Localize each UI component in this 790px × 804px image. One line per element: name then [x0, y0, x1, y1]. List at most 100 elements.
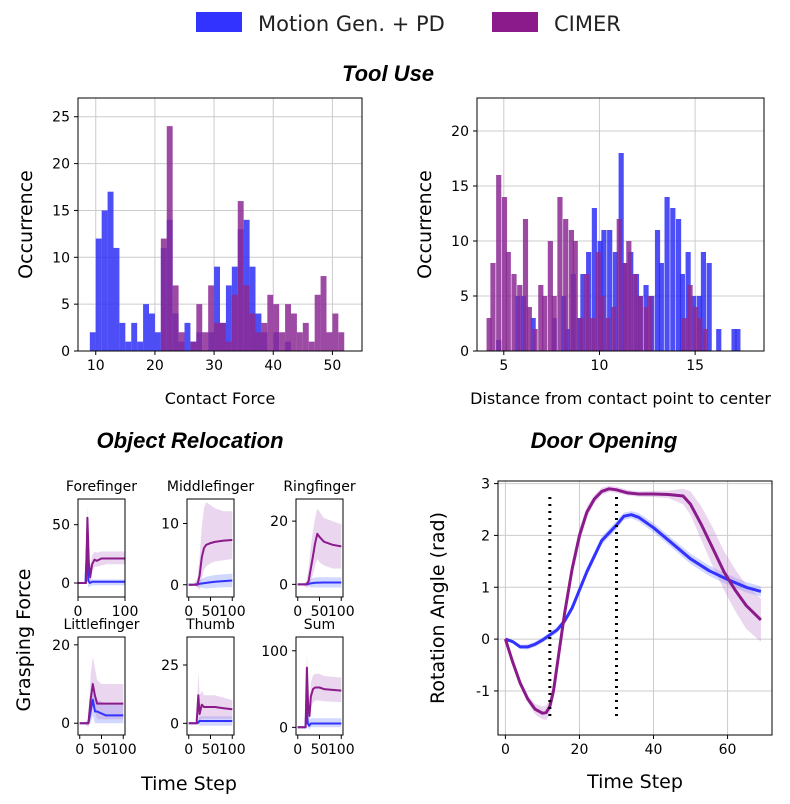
y-tick-label: 50 — [52, 518, 70, 534]
cimer-bar — [314, 294, 321, 351]
x-tick-label: 30 — [205, 358, 223, 374]
x-tick-label: 50 — [202, 604, 220, 620]
cimer-bar — [563, 219, 569, 351]
cimer-bar — [196, 304, 203, 351]
y-tick-label: 100 — [261, 644, 288, 660]
y-tick-label: 0 — [61, 576, 70, 592]
x-tick-label: 0 — [75, 742, 84, 758]
cimer-bar — [605, 318, 611, 351]
x-tick-label: 50 — [324, 358, 342, 374]
cimer-bar — [637, 296, 643, 351]
cimer-bar — [261, 322, 268, 351]
relocation-middlefinger-plot: 0 50 100 0 10 Middlefinger — [161, 479, 254, 620]
cimer-bar — [496, 175, 502, 351]
x-tick-label: 100 — [110, 742, 137, 758]
plot-frame — [497, 480, 773, 736]
x-tick-label: 0 — [501, 742, 510, 758]
y-axis-label: Occurrence — [15, 170, 37, 279]
relocation-littlefinger-plot: 0 50 100 0 20 Littlefinger — [52, 617, 140, 758]
cimer-bar — [517, 285, 523, 351]
cimer-bar — [302, 322, 309, 351]
section-title-tool-use: Tool Use — [342, 61, 434, 86]
cimer-bar — [320, 276, 327, 351]
baseline-bar — [580, 274, 586, 351]
baseline-bar — [700, 252, 707, 351]
cimer-bar — [542, 296, 548, 351]
cimer-bar — [225, 341, 232, 351]
baseline-bar — [658, 263, 664, 351]
baseline-bar — [654, 230, 661, 351]
y-tick-label: 10 — [451, 234, 469, 250]
y-tick-label: 5 — [61, 297, 70, 313]
x-tick-label: 0 — [184, 742, 193, 758]
cimer-bar — [291, 313, 297, 351]
x-tick-label: 50 — [311, 604, 329, 620]
x-tick-label: 15 — [686, 358, 704, 374]
section-title-door-opening: Door Opening — [531, 428, 678, 453]
cimer-bar — [572, 241, 578, 351]
x-tick-label: 5 — [499, 358, 508, 374]
relocation-xlabel: Time Step — [140, 773, 237, 795]
cimer-bar — [267, 294, 274, 351]
x-tick-label: 60 — [719, 742, 737, 758]
y-tick-label: 5 — [460, 289, 469, 305]
y-tick-label: 10 — [161, 517, 179, 533]
cimer-band — [188, 672, 233, 724]
baseline-bar — [706, 263, 712, 351]
cimer-bar — [178, 332, 185, 351]
y-tick-label: 15 — [451, 179, 469, 195]
cimer-bar — [160, 238, 167, 351]
baseline-bar — [731, 329, 737, 351]
plot-area — [503, 485, 762, 720]
subplot-title: Middlefinger — [167, 479, 254, 495]
legend-label-baseline: Motion Gen. + PD — [258, 12, 445, 36]
cimer-line — [79, 683, 124, 725]
subplot-title: Forefinger — [66, 479, 137, 495]
cimer-band — [297, 508, 342, 588]
cimer-bar — [647, 296, 653, 351]
cimer-bar — [237, 201, 244, 351]
x-tick-label: 20 — [146, 358, 164, 374]
baseline-bar — [612, 252, 619, 351]
cimer-bar — [568, 230, 575, 351]
baseline-band — [297, 692, 342, 730]
y-tick-label: 0 — [61, 716, 70, 732]
y-tick-label: 0 — [170, 578, 179, 594]
cimer-bar — [208, 285, 215, 351]
cimer-bar — [285, 304, 291, 351]
cimer-bar — [202, 332, 209, 351]
cimer-bar — [693, 307, 699, 351]
plot-area — [78, 506, 125, 588]
x-tick-label: 20 — [571, 742, 589, 758]
baseline-bar — [716, 329, 722, 351]
plot-area — [188, 502, 233, 590]
cimer-bar — [557, 197, 563, 351]
cimer-bar — [190, 341, 197, 351]
cimer-bar — [687, 285, 693, 351]
relocation-forefinger-plot: 0 100 0 50 Forefinger — [52, 479, 138, 620]
baseline-bar — [607, 230, 613, 351]
y-tick-label: 20 — [52, 638, 70, 654]
cimer-band — [505, 485, 761, 720]
cimer-bar — [622, 263, 628, 351]
plot-area — [79, 656, 124, 728]
x-tick-label: 50 — [311, 742, 329, 758]
baseline-bar — [664, 197, 670, 351]
cimer-bar — [551, 296, 557, 351]
cimer-bar — [326, 332, 333, 351]
cimer-bar — [166, 126, 173, 351]
legend-swatch-cimer — [492, 12, 538, 32]
cimer-bar — [501, 197, 508, 351]
relocation-ylabel: Grasping Force — [13, 569, 35, 712]
baseline-bar — [89, 332, 96, 351]
cimer-bar — [308, 341, 315, 351]
baseline-bar — [154, 332, 161, 351]
x-tick-label: 100 — [219, 742, 246, 758]
baseline-bar — [143, 304, 149, 351]
baseline-bar — [225, 285, 232, 351]
x-tick-label: 0 — [184, 604, 193, 620]
baseline-bar — [670, 208, 676, 351]
y-tick-label: 0 — [170, 716, 179, 732]
x-tick-label: 100 — [328, 742, 355, 758]
cimer-bar — [255, 332, 262, 351]
